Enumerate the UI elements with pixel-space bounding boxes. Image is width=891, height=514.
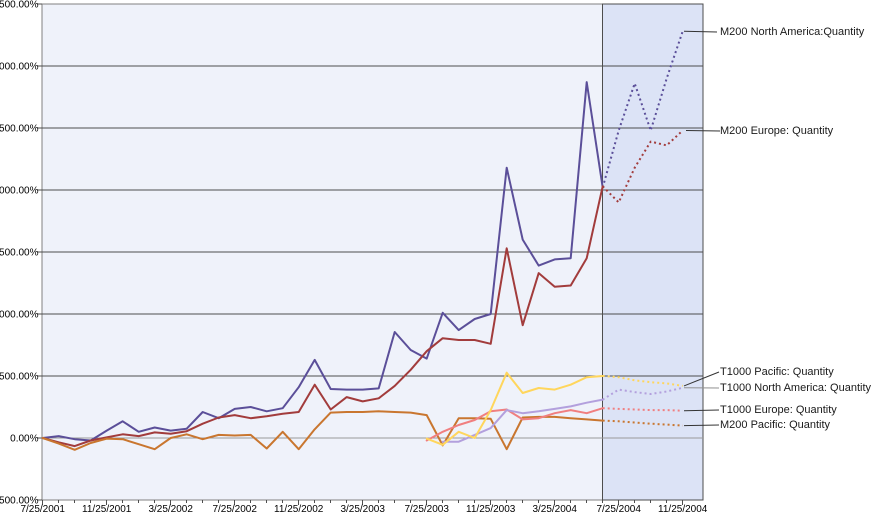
x-tick-label: 3/25/2004	[532, 504, 577, 514]
series-line-forecast-m200-europe	[601, 129, 684, 204]
series-line-actual-t1000-pacific	[425, 371, 604, 446]
callout-line	[683, 424, 720, 427]
x-tick-label: 11/25/2003	[466, 504, 516, 514]
series-line-actual-m200-north-america	[41, 81, 604, 442]
y-axis: 3500.00% 3000.00% 2500.00% 2000.00% 1500.00%…	[0, 0, 42, 507]
series-line-forecast-t1000-europe	[602, 407, 683, 412]
series-line-actual-t1000-europe	[425, 407, 604, 442]
callout-lines	[683, 30, 721, 427]
gridlines	[42, 65, 703, 439]
series-line-actual-t1000-north-america	[441, 398, 604, 443]
callout-line	[683, 371, 720, 387]
x-tick-label: 3/25/2002	[148, 504, 193, 514]
series-label-m200-pacific: M200 Pacific: Quantity	[720, 419, 831, 431]
series-line-actual-m200-pacific	[41, 410, 604, 451]
y-tick-label: -500.00%	[0, 496, 39, 507]
series-label-m200-europe: M200 Europe: Quantity	[720, 125, 834, 137]
series-line-forecast-m200-north-america	[601, 30, 684, 188]
y-tick-label: 1000.00%	[0, 310, 39, 321]
series-line-actual-m200-europe	[41, 185, 604, 448]
x-tick-label: 7/25/2001	[20, 504, 65, 514]
series-line-forecast-t1000-pacific	[602, 375, 683, 387]
series-label-t1000-north-america: T1000 North America: Quantity	[720, 382, 872, 394]
y-tick-label: 3000.00%	[0, 62, 39, 73]
series-label-m200-north-america: M200 North America:Quantity	[720, 26, 865, 38]
callout-line	[683, 30, 718, 33]
series-line-forecast-m200-pacific	[602, 419, 683, 427]
series-line-forecast-t1000-north-america	[602, 386, 683, 401]
x-tick-label: 7/25/2004	[596, 504, 641, 514]
x-tick-label: 7/25/2002	[212, 504, 257, 514]
y-tick-label: 3500.00%	[0, 0, 39, 11]
x-tick-label: 11/25/2002	[274, 504, 324, 514]
callout-line	[683, 409, 720, 412]
series-label-t1000-europe: T1000 Europe: Quantity	[720, 404, 837, 416]
x-tick-label: 3/25/2003	[340, 504, 385, 514]
series-label-t1000-pacific: T1000 Pacific: Quantity	[720, 366, 834, 378]
x-tick-label: 11/25/2001	[82, 504, 132, 514]
y-tick-label: 2500.00%	[0, 124, 39, 135]
y-tick-label: 1500.00%	[0, 248, 39, 259]
x-tick-label: 11/25/2004	[658, 504, 708, 514]
x-axis: 7/25/2001 11/25/2001 3/25/2002 7/25/2002 11/…	[20, 500, 708, 514]
y-tick-label: 0.00%	[10, 434, 38, 445]
series-lines	[41, 30, 684, 451]
y-tick-label: 500.00%	[0, 372, 39, 383]
x-tick-label: 7/25/2003	[404, 504, 449, 514]
y-tick-label: 2000.00%	[0, 186, 39, 197]
callout-line	[685, 129, 721, 132]
